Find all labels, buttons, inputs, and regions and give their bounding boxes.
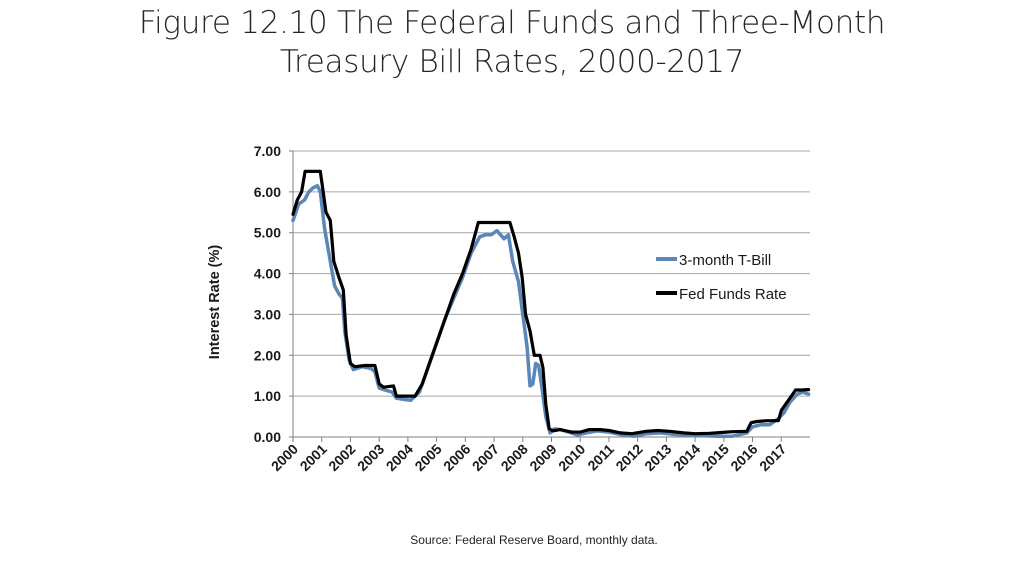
- x-tick-label: 2010: [555, 441, 588, 474]
- x-tick-label: 2008: [498, 441, 531, 474]
- legend-label-tbill: 3-month T-Bill: [679, 252, 771, 269]
- x-tick-label: 2002: [325, 441, 358, 474]
- y-tick-label: 2.00: [254, 347, 281, 363]
- slide-title-line-1: Figure 12.10 The Federal Funds and Three…: [138, 5, 886, 41]
- source-note: Source: Federal Reserve Board, monthly d…: [410, 533, 658, 547]
- x-tick-label: 2007: [469, 441, 502, 474]
- legend-label-fed-funds: Fed Funds Rate: [679, 286, 787, 303]
- series-lines: [291, 169, 811, 438]
- x-tick-label: 2011: [584, 441, 617, 474]
- y-tick-label: 3.00: [254, 306, 281, 322]
- slide-title: Figure 12.10 The Federal Funds and Three…: [0, 4, 1024, 82]
- x-tick-label: 2000: [268, 441, 301, 474]
- y-tick-label: 5.00: [254, 225, 281, 241]
- x-tick-label: 2012: [612, 441, 645, 474]
- y-tick-labels: 0.00 1.00 2.00 3.00 4.00 5.00 6.00 7.00: [254, 143, 281, 445]
- y-tick-label: 1.00: [254, 388, 281, 404]
- legend: 3-month T-Bill Fed Funds Rate: [656, 252, 787, 303]
- y-tick-label: 0.00: [254, 429, 281, 445]
- series-line-tbill: [291, 183, 811, 438]
- y-axis-label: Interest Rate (%): [207, 245, 223, 360]
- x-tick-label: 2005: [411, 441, 444, 474]
- x-tick-label: 2013: [641, 441, 674, 474]
- x-tick-label: 2009: [526, 441, 559, 474]
- x-tick-labels: 2000200120022003200420052006200720082009…: [268, 441, 790, 474]
- x-tick-label: 2003: [354, 441, 387, 474]
- x-tick-label: 2015: [699, 441, 732, 474]
- x-tick-label: 2006: [440, 441, 473, 474]
- x-tick-label: 2016: [727, 441, 760, 474]
- y-tick-label: 7.00: [254, 143, 281, 159]
- grid-lines: [293, 150, 810, 397]
- y-tick-label: 4.00: [254, 266, 281, 282]
- x-tick-label: 2017: [756, 441, 789, 474]
- series-line-fed-funds: [291, 169, 811, 436]
- x-tick-label: 2001: [296, 441, 329, 474]
- y-tick-label: 6.00: [254, 184, 281, 200]
- slide-title-line-2: Treasury Bill Rates, 2000-2017: [279, 44, 745, 80]
- x-tick-label: 2014: [670, 441, 703, 474]
- x-tick-label: 2004: [383, 441, 416, 474]
